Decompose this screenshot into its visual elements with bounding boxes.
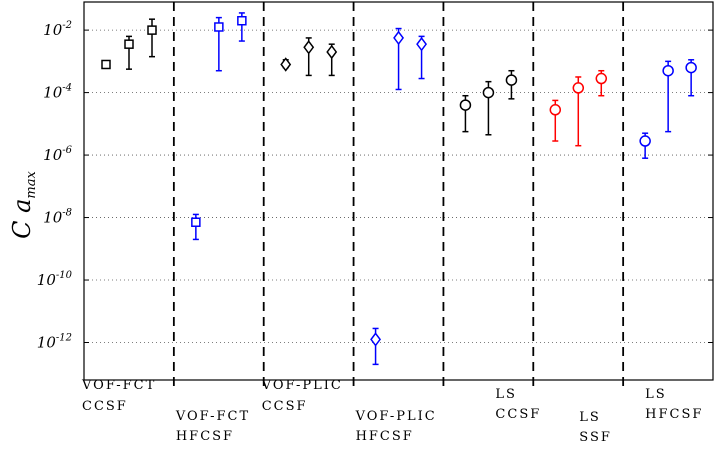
- plot-frame: [83, 1, 714, 381]
- y-tick-exponent: -10: [56, 270, 73, 281]
- data-point-diamond: [416, 36, 428, 52]
- data-point-circle: [482, 86, 495, 99]
- group-label-line: CCSF: [495, 407, 541, 422]
- grid-layer: [84, 29, 713, 344]
- y-tick-label: 10-8: [43, 208, 72, 227]
- data-point-circle: [639, 135, 651, 147]
- group-label-line: VOF-FCT: [81, 378, 156, 393]
- y-tick-base: 10: [43, 84, 63, 102]
- y-tick-label: 10-2: [43, 20, 72, 39]
- y-tick-exponent: -2: [62, 20, 72, 31]
- group-label-line: CCSF: [82, 399, 128, 414]
- data-point-circle: [572, 82, 585, 94]
- data-point-square: [214, 22, 224, 32]
- y-tick-label: 10-4: [43, 83, 72, 102]
- data-point-diamond: [393, 30, 405, 46]
- group-dividers: [172, 2, 625, 392]
- group-label-line: LS: [645, 387, 667, 402]
- data-point-diamond: [370, 332, 382, 347]
- y-axis-label: C amax: [8, 170, 39, 238]
- y-tick-base: 10: [43, 209, 63, 227]
- y-tick-base: 10: [37, 271, 57, 289]
- group-label-line: VOF-PLIC: [261, 378, 343, 393]
- y-tick-base: 10: [37, 334, 57, 352]
- group-label-line: VOF-PLIC: [355, 409, 437, 424]
- data-point-diamond: [326, 44, 338, 60]
- data-point-circle: [505, 74, 518, 86]
- group-labels: VOF-FCT CCSF VOF-FCT HFCSF VOF-PLIC CCSF VOF-P…: [81, 378, 703, 445]
- data-point-square: [237, 15, 247, 26]
- y-tick-base: 10: [43, 146, 63, 164]
- group-label-line: SSF: [579, 430, 612, 445]
- data-point-square: [124, 39, 134, 49]
- group-label-line: VOF-FCT: [175, 409, 250, 424]
- y-tick-label: 10-10: [37, 270, 73, 289]
- group-label-line: HFCSF: [356, 429, 414, 444]
- y-axis-label-text: C amax: [8, 170, 39, 238]
- data-point-circle: [662, 64, 674, 77]
- data-point-circle: [549, 104, 562, 116]
- data-point-square: [147, 25, 157, 35]
- y-tick-exponent: -12: [56, 333, 72, 344]
- data-point-circle: [685, 61, 697, 74]
- y-tick-label: 10-12: [37, 333, 72, 352]
- y-axis-label-sub: max: [24, 170, 39, 198]
- data-point-circle: [595, 72, 608, 85]
- y-tick-exponent: -4: [62, 83, 72, 94]
- data-point-diamond: [280, 57, 292, 72]
- data-point-square: [101, 59, 111, 70]
- data-point-diamond: [303, 40, 315, 55]
- y-tick-exponent: -6: [62, 145, 72, 156]
- y-tick-exponent: -8: [62, 208, 72, 219]
- y-tick-base: 10: [43, 21, 63, 39]
- group-label-line: LS: [495, 387, 517, 402]
- data-point-square: [191, 217, 201, 227]
- group-label-line: HFCSF: [645, 407, 703, 422]
- group-label-line: LS: [579, 410, 601, 425]
- group-label-line: CCSF: [262, 399, 308, 414]
- group-label-line: HFCSF: [176, 429, 234, 444]
- y-axis-label-main: C a: [8, 199, 36, 239]
- data-point-circle: [459, 99, 472, 111]
- y-tick-label: 10-6: [43, 145, 72, 164]
- data-marks: [101, 12, 697, 366]
